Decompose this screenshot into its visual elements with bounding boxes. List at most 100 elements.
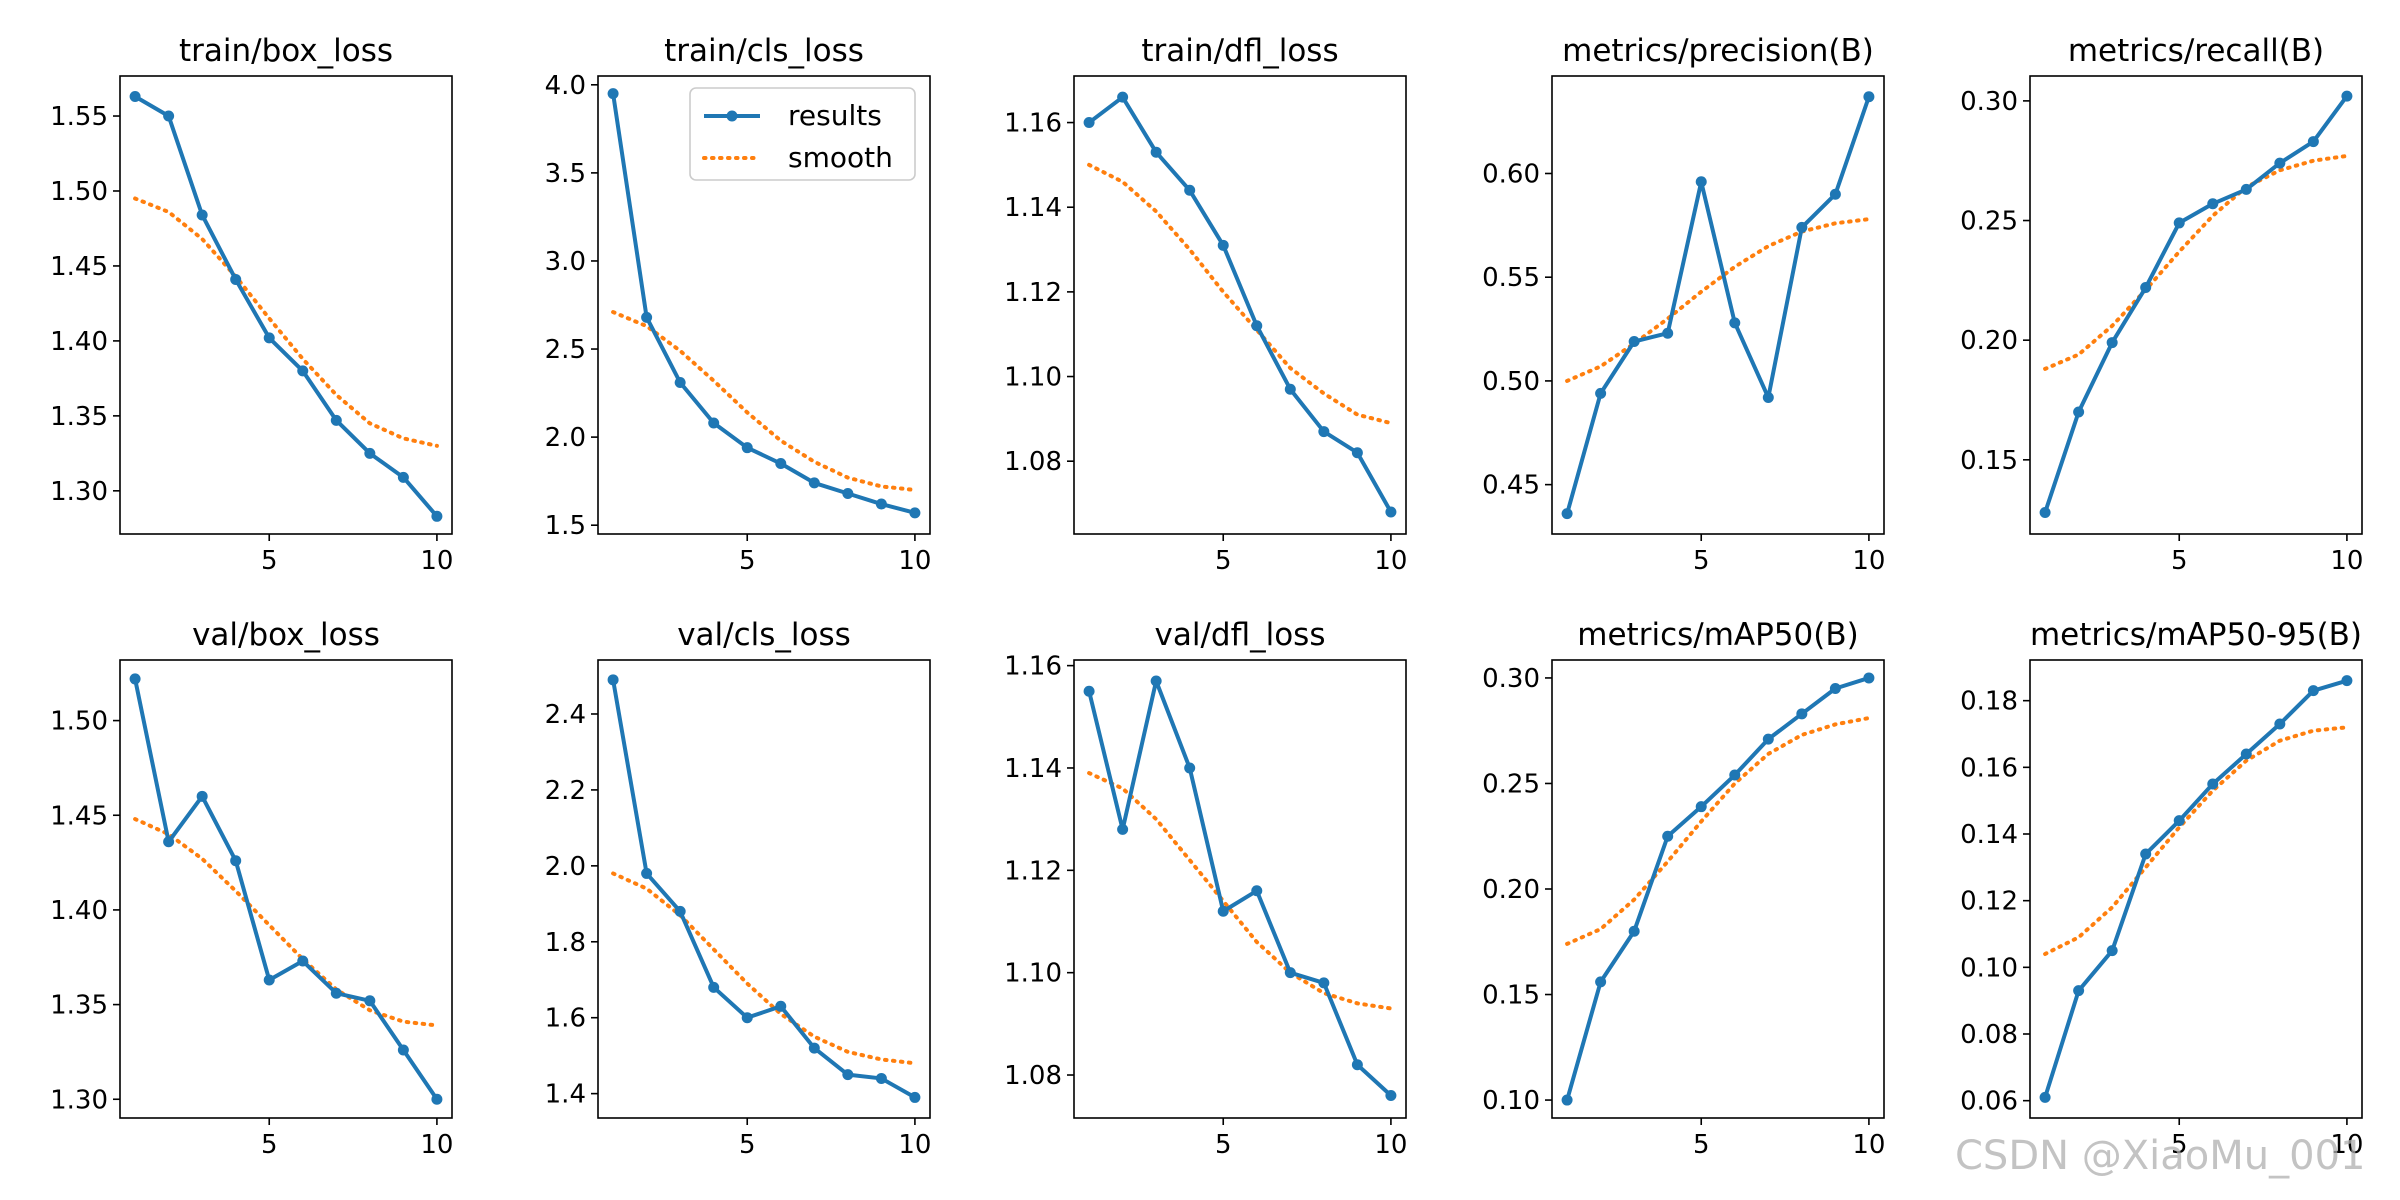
results-point xyxy=(2240,748,2252,760)
legend-results-marker xyxy=(726,110,738,122)
results-point xyxy=(431,1093,443,1105)
y-tick-label: 0.20 xyxy=(1960,326,2018,356)
results-point xyxy=(364,447,376,459)
results-point xyxy=(2039,1091,2051,1103)
results-point xyxy=(330,414,342,426)
axes-frame xyxy=(1073,75,1407,535)
results-point xyxy=(1729,769,1741,781)
subplot-title: val/box_loss xyxy=(192,617,380,653)
y-tick-label: 0.14 xyxy=(1960,820,2018,850)
x-tick-label: 5 xyxy=(261,1130,278,1160)
x-tick-label: 10 xyxy=(1852,1130,1885,1160)
results-point xyxy=(2307,136,2319,148)
y-tick-label: 1.10 xyxy=(1004,959,1062,989)
subplot-metrics-map50-b: metrics/mAP50(B) 5 10 0.10 0.15 0.20 0.25 0.30 xyxy=(1482,617,1885,1160)
y-tick-label: 0.16 xyxy=(1960,753,2018,783)
y-tick-label: 1.14 xyxy=(1004,754,1062,784)
y-tick-label: 2.4 xyxy=(545,700,586,730)
y-tick-label: 1.08 xyxy=(1004,447,1062,477)
x-tick-label: 10 xyxy=(2330,1130,2363,1160)
smooth-line xyxy=(2043,153,2349,371)
results-point xyxy=(2341,90,2353,102)
results-point xyxy=(875,498,887,510)
results-point xyxy=(1628,336,1640,348)
y-tick-label: 0.15 xyxy=(1960,446,2018,476)
y-tick-label: 0.55 xyxy=(1482,263,1540,293)
results-point xyxy=(2073,406,2085,418)
y-tick-label: 0.08 xyxy=(1960,1020,2018,1050)
x-tick-label: 5 xyxy=(1215,546,1232,576)
axes-frame xyxy=(2029,659,2363,1119)
subplot-metrics-recall-b: metrics/recall(B) 5 10 0.15 0.20 0.25 0.30 xyxy=(1960,33,2363,576)
x-tick-label: 5 xyxy=(1693,546,1710,576)
legend-results-label: results xyxy=(788,99,882,132)
results-line xyxy=(611,93,916,515)
y-tick-label: 1.12 xyxy=(1004,856,1062,886)
y-tick-label: 1.35 xyxy=(50,402,108,432)
subplot-val-dfl-loss: val/dfl_loss 5 10 1.08 1.10 1.12 1.14 1.16 xyxy=(1004,617,1407,1160)
axes-frame xyxy=(597,659,931,1119)
subplot-train-box-loss: train/box_loss 5 10 1.30 1.35 1.40 1.45 1.50 1.5… xyxy=(50,33,453,576)
results-point xyxy=(641,311,653,323)
results-point xyxy=(708,981,720,993)
y-tick-label: 0.25 xyxy=(1960,207,2018,237)
results-point xyxy=(1150,675,1162,687)
x-tick-label: 10 xyxy=(1374,546,1407,576)
results-point xyxy=(1561,508,1573,520)
results-point xyxy=(1284,383,1296,395)
axes-frame xyxy=(119,659,453,1119)
legend-smooth-label: smooth xyxy=(788,141,893,174)
results-point xyxy=(775,1000,787,1012)
results-point xyxy=(230,855,242,867)
y-tick-label: 0.20 xyxy=(1482,875,1540,905)
axes-frame xyxy=(1551,75,1885,535)
results-point xyxy=(775,458,787,470)
y-tick-label: 0.10 xyxy=(1482,1086,1540,1116)
results-point xyxy=(875,1072,887,1084)
x-tick-label: 10 xyxy=(420,546,453,576)
results-point xyxy=(129,673,141,685)
x-tick-label: 5 xyxy=(1693,1130,1710,1160)
y-tick-label: 1.16 xyxy=(1004,652,1062,682)
results-point xyxy=(741,1012,753,1024)
results-point xyxy=(1829,188,1841,200)
results-point xyxy=(230,273,242,285)
y-tick-label: 1.45 xyxy=(50,252,108,282)
y-tick-label: 1.08 xyxy=(1004,1061,1062,1091)
results-point xyxy=(641,867,653,879)
results-line xyxy=(133,678,439,1101)
results-line xyxy=(1087,678,1393,1097)
smooth-line xyxy=(611,871,917,1066)
results-point xyxy=(1284,967,1296,979)
subplot-val-cls-loss: val/cls_loss 5 10 1.4 1.6 1.8 2.0 2.2 2.4 xyxy=(545,617,932,1160)
results-point xyxy=(364,995,376,1007)
results-point xyxy=(1695,801,1707,813)
results-point xyxy=(1117,823,1129,835)
x-tick-label: 5 xyxy=(261,546,278,576)
x-tick-label: 10 xyxy=(1852,546,1885,576)
x-tick-label: 10 xyxy=(420,1130,453,1160)
results-point xyxy=(397,1044,409,1056)
legend: results smooth xyxy=(689,87,916,181)
results-point xyxy=(297,365,309,377)
y-tick-label: 1.55 xyxy=(50,102,108,132)
y-tick-label: 1.45 xyxy=(50,801,108,831)
results-point xyxy=(2173,217,2185,229)
results-line xyxy=(1565,676,1870,1101)
results-point xyxy=(607,88,619,100)
results-point xyxy=(2039,506,2051,518)
results-point xyxy=(1762,392,1774,404)
smooth-line xyxy=(1565,217,1871,383)
results-line xyxy=(1087,95,1393,513)
y-tick-label: 1.10 xyxy=(1004,363,1062,393)
results-point xyxy=(1695,176,1707,188)
y-tick-label: 1.6 xyxy=(545,1004,586,1034)
x-tick-label: 10 xyxy=(1374,1130,1407,1160)
results-point xyxy=(909,1091,921,1103)
results-point xyxy=(163,110,175,122)
x-tick-label: 5 xyxy=(2171,546,2188,576)
y-tick-label: 3.0 xyxy=(545,247,586,277)
subplot-title: metrics/recall(B) xyxy=(2068,33,2324,69)
y-tick-label: 0.30 xyxy=(1482,664,1540,694)
results-point xyxy=(431,510,443,522)
